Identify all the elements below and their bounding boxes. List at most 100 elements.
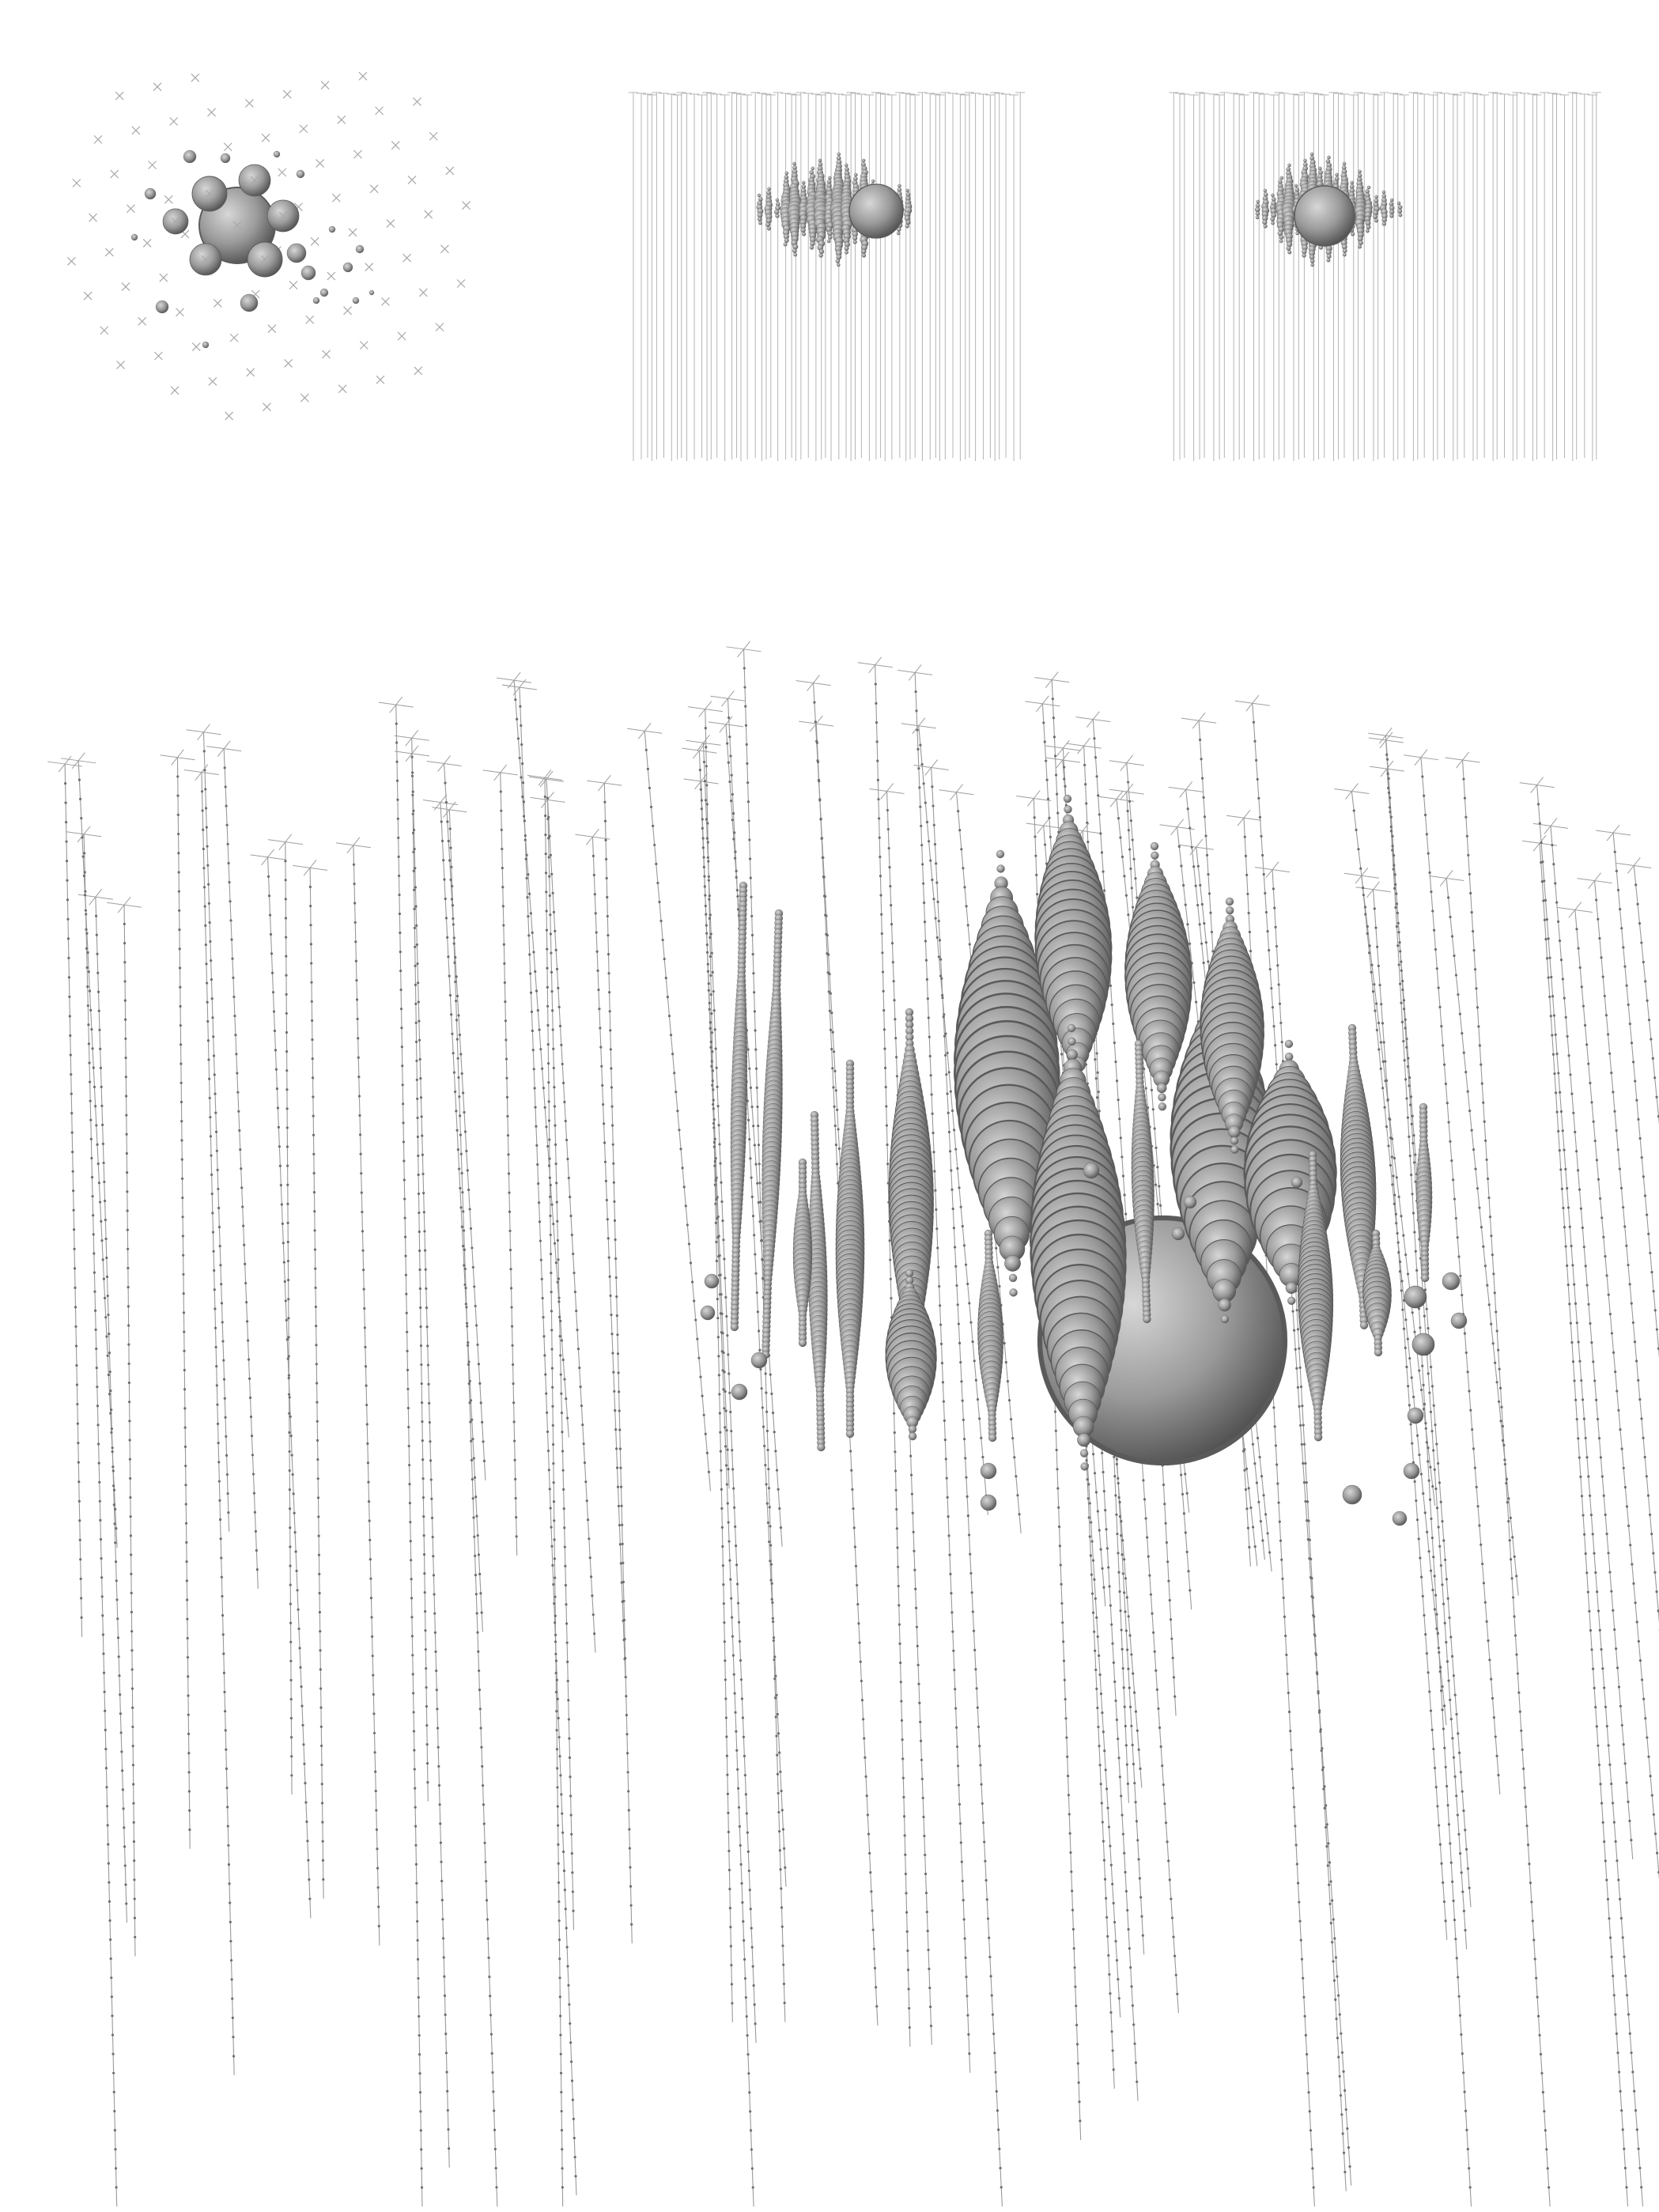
hit-sphere: [1228, 1125, 1241, 1138]
string-marker-icon: [337, 115, 346, 124]
hit-sphere: [355, 244, 365, 254]
string-marker-icon: [207, 108, 216, 117]
hit-sphere: [1366, 185, 1371, 190]
hit-sphere: [1077, 1433, 1091, 1447]
hit-sphere: [818, 158, 822, 163]
hit-sphere: [1295, 231, 1299, 236]
hit-sphere: [1080, 1462, 1089, 1471]
hit-sphere: [1063, 794, 1072, 804]
hit-sphere: [240, 293, 259, 312]
hit-sphere: [1158, 1093, 1166, 1102]
string-marker-icon: [159, 273, 168, 282]
string-marker-icon: [164, 195, 173, 204]
hit-sphere: [837, 263, 841, 267]
string-marker-icon: [381, 297, 390, 306]
hit-sphere: [130, 233, 138, 241]
string-marker-icon: [386, 219, 395, 228]
hit-sphere: [1158, 1102, 1167, 1111]
hit-sphere: [220, 153, 231, 164]
hit-sphere: [845, 1429, 855, 1439]
hit-sphere: [1271, 193, 1275, 198]
string-marker-icon: [316, 159, 325, 168]
string-marker-icon: [413, 97, 421, 106]
hit-sphere: [800, 227, 806, 233]
hit-sphere: [312, 297, 320, 304]
string-marker-icon: [331, 193, 341, 202]
string-marker-icon: [263, 403, 271, 411]
hit-sphere: [835, 259, 841, 263]
hit-sphere: [1366, 225, 1371, 229]
hit-sphere: [1004, 1255, 1021, 1272]
hit-sphere: [202, 341, 210, 349]
hit-sphere: [704, 1273, 720, 1289]
hit-sphere: [731, 1383, 748, 1401]
string-marker-icon: [100, 326, 109, 335]
hit-sphere: [817, 1443, 826, 1452]
string-marker-icon: [414, 366, 423, 376]
hit-sphere: [852, 240, 857, 244]
string-marker-icon: [191, 342, 201, 351]
string-marker-icon: [358, 71, 368, 81]
hit-sphere: [826, 239, 831, 244]
hit-sphere: [1279, 239, 1283, 244]
hit-sphere: [1350, 180, 1355, 185]
hit-sphere: [1271, 221, 1275, 225]
hit-sphere: [802, 232, 807, 236]
central-hit-sphere: [848, 183, 904, 239]
hit-sphere: [1255, 211, 1260, 216]
hit-sphere: [861, 253, 867, 258]
hit-sphere: [144, 187, 157, 200]
hit-sphere: [1256, 199, 1260, 204]
string-marker-icon: [67, 256, 76, 266]
string-marker-icon: [327, 271, 336, 281]
hit-sphere: [1151, 851, 1159, 860]
hit-sphere: [1381, 217, 1387, 223]
hit-sphere: [342, 262, 353, 273]
string-marker-icon: [89, 213, 98, 222]
string-marker-icon: [260, 255, 270, 264]
hit-sphere: [784, 171, 789, 176]
hit-sphere: [1310, 263, 1314, 267]
string-marker-icon: [191, 73, 200, 82]
hit-sphere: [1421, 1273, 1430, 1283]
hit-sphere: [836, 254, 842, 260]
hit-sphere: [792, 161, 796, 166]
hit-sphere: [155, 300, 169, 314]
hit-sphere: [775, 214, 780, 218]
hit-sphere: [1279, 235, 1284, 240]
hit-sphere: [1381, 190, 1386, 195]
hit-sphere: [328, 225, 336, 233]
hit-sphere: [1309, 259, 1315, 263]
string-marker-icon: [138, 316, 147, 326]
string-marker-icon: [131, 126, 141, 135]
hit-sphere: [775, 198, 780, 202]
hit-sphere: [792, 248, 797, 253]
hit-sphere: [1396, 201, 1401, 206]
hit-sphere: [1327, 155, 1331, 160]
string-marker-icon: [223, 142, 232, 152]
string-marker-icon: [267, 324, 277, 334]
hit-sphere: [1342, 248, 1347, 253]
hit-sphere: [905, 224, 909, 229]
string-marker-icon: [142, 239, 152, 248]
string-marker-icon: [435, 323, 444, 332]
hit-sphere: [1008, 1273, 1018, 1283]
string-marker-icon: [153, 82, 162, 92]
string-marker-icon: [72, 179, 81, 187]
hit-sphere: [1358, 169, 1362, 174]
string-marker-icon: [402, 253, 411, 263]
hit-sphere: [1183, 1195, 1197, 1209]
hit-sphere: [793, 252, 798, 257]
string-marker-icon: [208, 376, 217, 386]
hit-sphere: [844, 250, 848, 255]
string-marker-icon: [359, 341, 368, 350]
hit-sphere: [183, 149, 197, 164]
hit-sphere: [730, 1322, 739, 1332]
hit-sphere: [300, 265, 316, 281]
hit-sphere: [1079, 1449, 1089, 1458]
string-marker-icon: [305, 315, 315, 324]
hit-sphere: [1389, 198, 1394, 202]
string-marker-icon: [176, 308, 184, 317]
hit-sphere: [1309, 254, 1315, 260]
string-marker-icon: [320, 81, 330, 90]
